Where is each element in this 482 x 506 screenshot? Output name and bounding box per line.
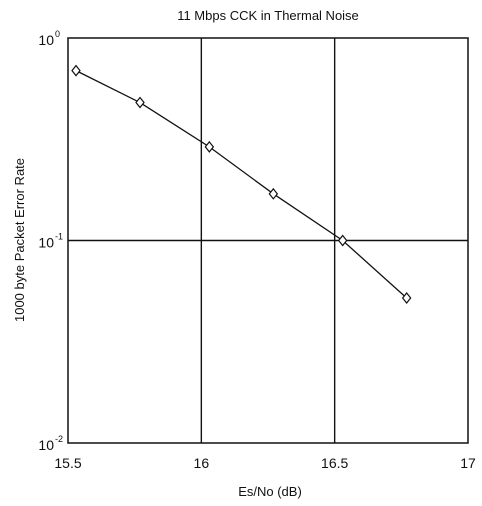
y-tick-label: 10	[38, 32, 54, 48]
data-point-marker	[204, 140, 215, 153]
data-point-marker	[401, 292, 412, 304]
grid-lines	[68, 38, 468, 443]
x-tick-label: 16	[194, 455, 210, 471]
x-tick-label: 16.5	[321, 455, 348, 471]
data-point-marker	[268, 187, 279, 200]
data-point-marker	[135, 96, 145, 109]
y-tick-exponent: -1	[55, 232, 63, 242]
y-tick-label: 10	[38, 437, 54, 453]
series-layer	[71, 64, 412, 304]
data-point-marker	[71, 64, 81, 77]
x-tick-label: 15.5	[54, 455, 81, 471]
x-tick-labels: 15.5 16 16.5 17	[54, 455, 476, 471]
series-line	[75, 70, 408, 299]
chart-title: 11 Mbps CCK in Thermal Noise	[177, 8, 359, 23]
y-tick-exponent: -2	[55, 434, 63, 444]
y-tick-label: 10	[38, 235, 54, 251]
plot-frame	[67, 37, 469, 444]
x-axis-label: Es/No (dB)	[238, 484, 302, 499]
y-axis-label: 1000 byte Packet Error Rate	[12, 158, 27, 322]
y-tick-exponent: 0	[55, 29, 60, 39]
data-point-marker	[337, 234, 348, 247]
x-tick-label: 17	[460, 455, 476, 471]
